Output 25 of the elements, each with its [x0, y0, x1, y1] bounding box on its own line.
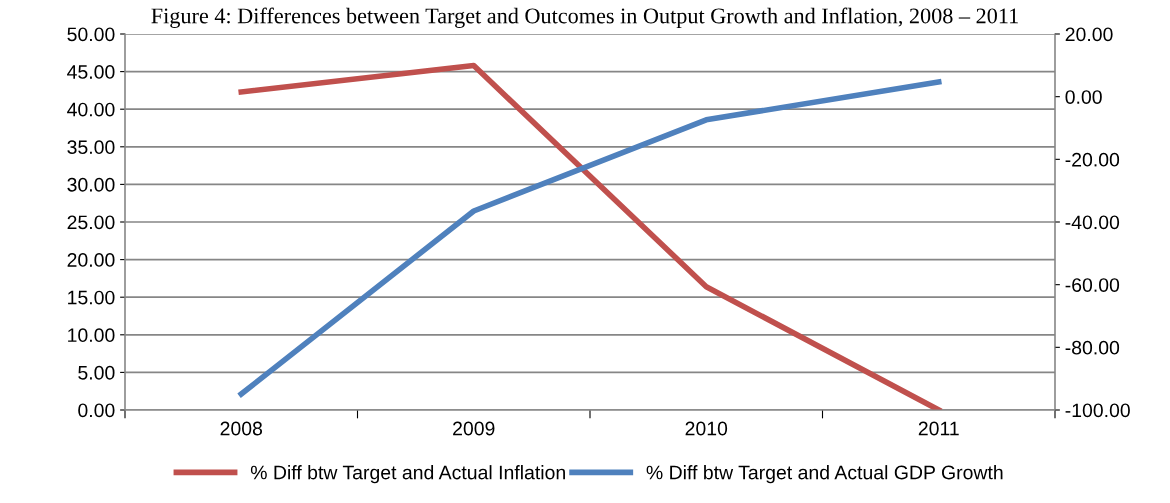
- y-tick-label: 0.00: [78, 403, 115, 418]
- y2-tick-label: -20.00: [1065, 152, 1120, 167]
- y2-tick-label: -80.00: [1065, 340, 1120, 355]
- y-tick-label: 25.00: [67, 215, 115, 230]
- y2-tick-label: -60.00: [1065, 278, 1120, 292]
- legend-label: % Diff btw Target and Actual Inflation: [250, 465, 565, 484]
- legend-label: % Diff btw Target and Actual GDP Growth: [646, 465, 1003, 484]
- x-tick-label: 2011: [918, 421, 959, 436]
- chart-title: Figure 4: Differences between Target and Outcomes in Output Growth and Inflation, 2008 – 2011: [151, 7, 1018, 28]
- y-tick-label: 20.00: [67, 253, 115, 267]
- x-tick-label: 2010: [685, 421, 728, 436]
- y-tick-label: 45.00: [67, 65, 115, 79]
- y-tick-label: 5.00: [78, 365, 115, 380]
- y-tick-label: 40.00: [67, 102, 115, 117]
- y2-tick-label: 0.00: [1065, 90, 1102, 104]
- y-tick-label: 50.00: [67, 27, 115, 42]
- y2-tick-label: -40.00: [1065, 215, 1120, 230]
- x-tick-label: 2008: [220, 421, 263, 436]
- y-tick-label: 35.00: [67, 140, 115, 155]
- x-tick-label: 2009: [453, 421, 495, 436]
- y-tick-label: 15.00: [68, 290, 115, 305]
- y2-tick-label: 20.00: [1065, 27, 1113, 42]
- y-tick-label: 10.00: [68, 328, 115, 343]
- y-tick-label: 30.00: [67, 177, 115, 192]
- y2-tick-label: -100.00: [1065, 403, 1130, 418]
